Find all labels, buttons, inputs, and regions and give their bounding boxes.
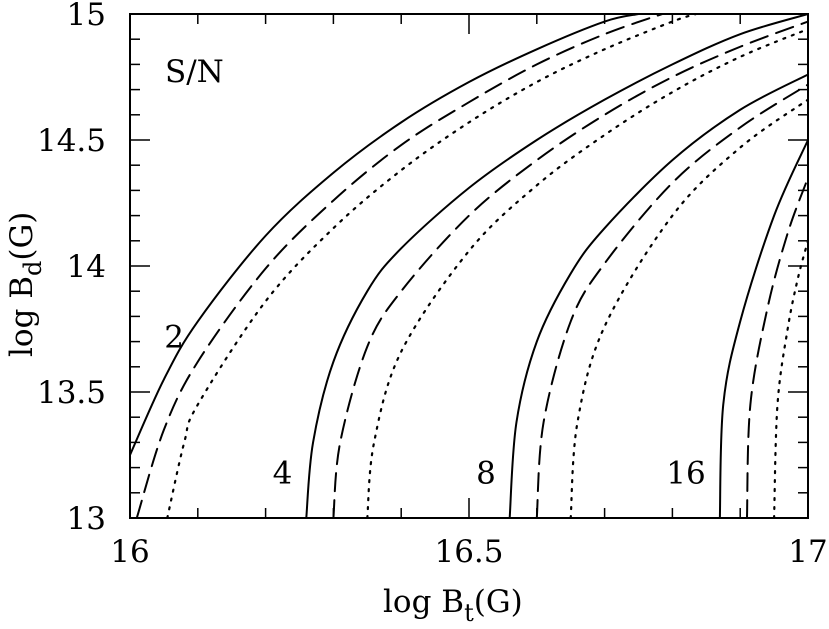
series-line-sn4-solid bbox=[305, 14, 808, 518]
major-ticks bbox=[129, 13, 809, 519]
annotation-sn-16: 16 bbox=[666, 456, 705, 492]
series-line-sn16-dotted bbox=[773, 239, 808, 518]
tick-labels: 16 16.5 17 13 13.5 14 14.5 15 bbox=[37, 0, 828, 570]
y-axis-title-sub: d bbox=[19, 261, 47, 276]
annotation-sn-8: 8 bbox=[476, 456, 496, 492]
y-axis-title-unit: (G) bbox=[4, 212, 40, 261]
x-axis-title-main: log B bbox=[383, 584, 464, 620]
x-tick-label: 17 bbox=[788, 534, 827, 570]
x-axis-title-unit: (G) bbox=[474, 584, 523, 620]
curve-annotations: 2 4 8 16 bbox=[164, 320, 705, 492]
x-axis-title-sub: t bbox=[464, 599, 474, 627]
minor-ticks bbox=[130, 14, 808, 518]
series-line-sn8-dotted bbox=[569, 98, 808, 518]
series-line-sn4-dotted bbox=[366, 28, 808, 518]
annotation-sn-2: 2 bbox=[164, 320, 184, 356]
x-tick-label: 16.5 bbox=[434, 534, 503, 570]
y-tick-label: 13.5 bbox=[37, 375, 106, 411]
series-line-sn16-solid bbox=[718, 139, 808, 518]
y-tick-label: 14 bbox=[67, 249, 106, 285]
series-line-sn8-dashed bbox=[535, 83, 808, 518]
y-axis-title-main: log B bbox=[4, 276, 40, 357]
y-tick-label: 13 bbox=[67, 501, 106, 537]
x-axis-title: log Bt(G) bbox=[383, 584, 523, 627]
annotation-sn-4: 4 bbox=[273, 456, 293, 492]
legend-title: S/N bbox=[165, 54, 224, 90]
series-line-sn2-solid bbox=[130, 14, 640, 456]
y-tick-label: 14.5 bbox=[37, 123, 106, 159]
y-axis-title: log Bd(G) bbox=[4, 212, 47, 357]
x-tick-label: 16 bbox=[110, 534, 149, 570]
series-lines bbox=[130, 14, 808, 518]
series-line-sn2-dashed bbox=[135, 14, 664, 518]
series-line-sn8-solid bbox=[508, 73, 808, 518]
series-line-sn2-dotted bbox=[166, 14, 698, 518]
series-line-sn4-dashed bbox=[332, 20, 808, 518]
series-line-sn16-dashed bbox=[745, 176, 808, 518]
plot-frame bbox=[129, 13, 809, 519]
y-tick-label: 15 bbox=[67, 0, 106, 33]
